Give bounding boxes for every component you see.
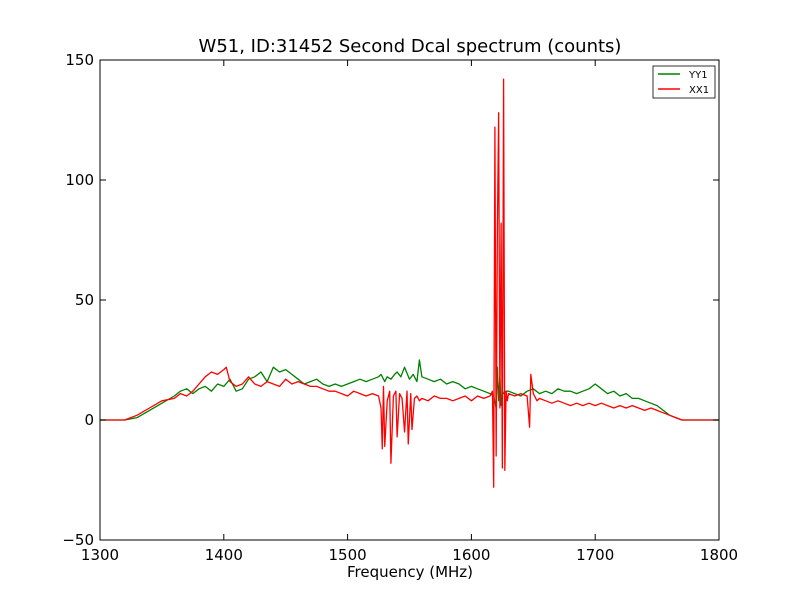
series-line-xx1 <box>100 78 719 488</box>
y-tick-label: 100 <box>65 171 94 189</box>
x-axis-label: Frequency (MHz) <box>347 563 473 581</box>
plot-frame <box>99 59 720 541</box>
x-tick-label: 1600 <box>452 546 490 564</box>
y-tick-label: 0 <box>84 411 94 429</box>
x-tick-label: 1400 <box>205 546 243 564</box>
legend-label-yy1: YY1 <box>688 70 708 81</box>
legend: YY1 XX1 <box>652 65 716 99</box>
y-tick-label: 150 <box>65 51 94 69</box>
plot-area <box>100 60 719 540</box>
legend-label-xx1: XX1 <box>689 85 709 96</box>
x-tick-label: 1700 <box>576 546 614 564</box>
series-layer <box>100 78 719 488</box>
y-tick-label: 50 <box>75 291 94 309</box>
x-tick-label: 1800 <box>700 546 738 564</box>
ticks-layer: 1300 1400 1500 1600 1700 1800 −50 0 50 100 150 <box>62 51 738 564</box>
series-line-yy1 <box>100 359 719 421</box>
legend-box <box>652 65 716 99</box>
x-tick-label: 1500 <box>329 546 367 564</box>
x-tick-label: 1300 <box>81 546 119 564</box>
chart-title: W51, ID:31452 Second Dcal spectrum (coun… <box>199 36 622 57</box>
y-tick-label: −50 <box>62 531 94 549</box>
